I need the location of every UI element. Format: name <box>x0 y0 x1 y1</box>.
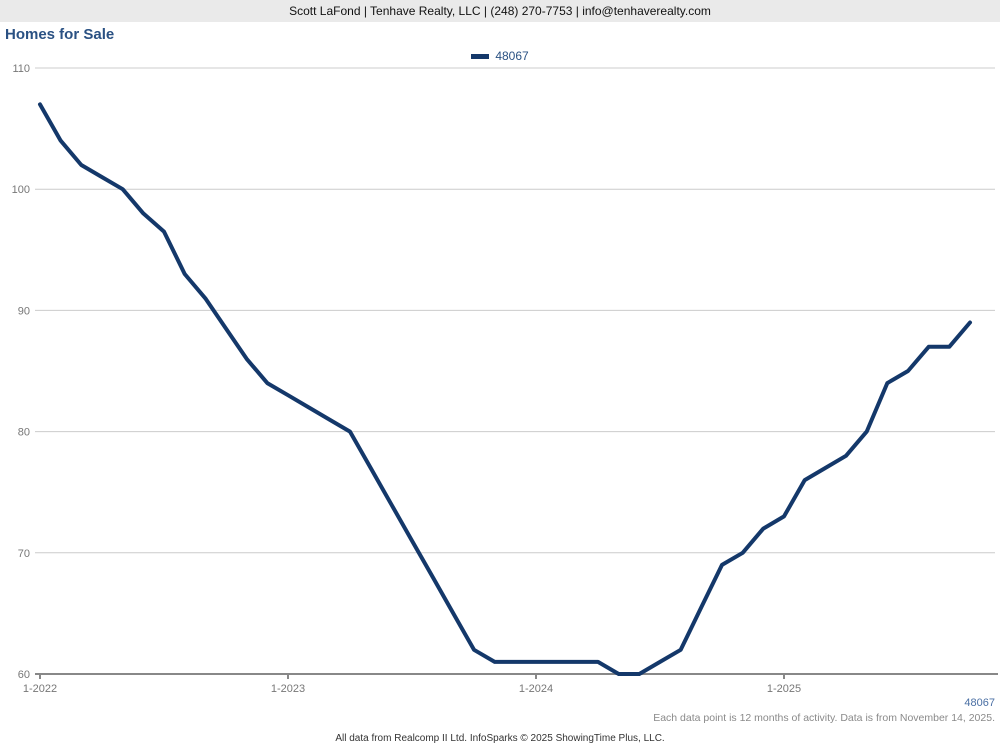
y-tick-label: 70 <box>18 548 30 560</box>
y-tick-label: 110 <box>12 63 30 75</box>
data-series-line <box>38 102 972 676</box>
y-tick-label: 80 <box>18 427 30 439</box>
x-tick-label: 1-2022 <box>23 683 57 695</box>
y-tick-label: 100 <box>12 184 30 196</box>
legend-line-swatch <box>471 53 490 59</box>
attribution-text: All data from Realcomp II Ltd. InfoSpark… <box>335 733 665 744</box>
chart-legend: 48067 <box>0 49 1000 63</box>
x-tick-label: 1-2024 <box>519 683 553 695</box>
x-tick-label: 1-2023 <box>271 683 305 695</box>
y-tick-label: 60 <box>18 669 30 681</box>
data-note: Each data point is 12 months of activity… <box>653 712 995 724</box>
page-title: Homes for Sale <box>5 26 115 43</box>
x-tick-label: 1-2025 <box>767 683 801 695</box>
agent-contact-bar: Scott LaFond | Tenhave Realty, LLC | (24… <box>0 0 1000 22</box>
legend-label: 48067 <box>495 49 529 63</box>
y-tick-label: 90 <box>18 305 30 317</box>
legend-item[interactable]: 48067 <box>471 49 529 63</box>
zip-code-label: 48067 <box>964 697 995 709</box>
